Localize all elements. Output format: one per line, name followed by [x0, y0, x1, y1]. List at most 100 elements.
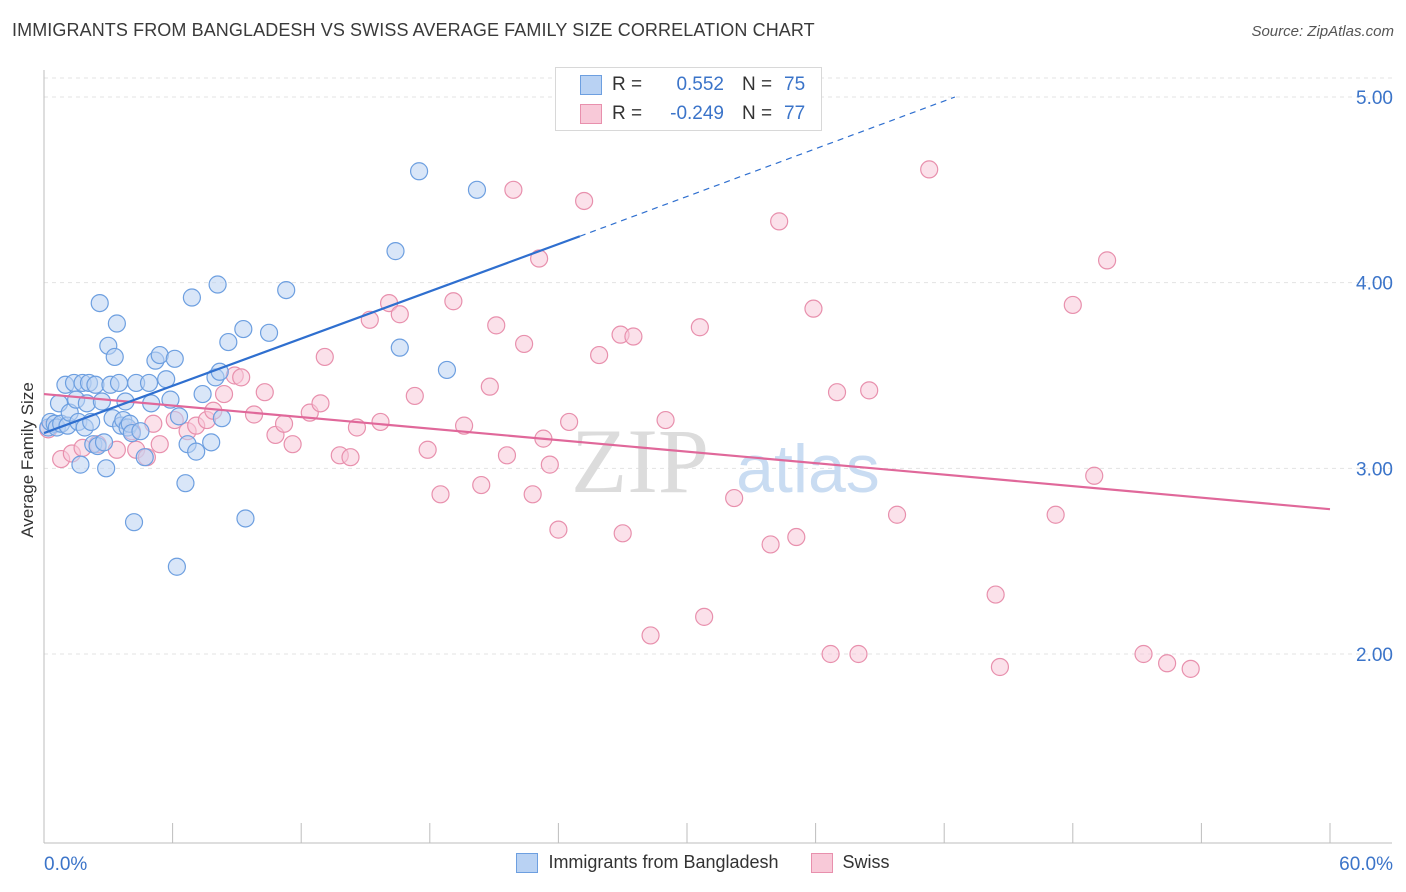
trend-line-bangladesh-extension: [579, 96, 956, 237]
point-bangladesh: [97, 459, 116, 478]
point-swiss: [690, 318, 709, 337]
point-swiss: [405, 386, 424, 406]
source-label: Source: ZipAtlas.com: [1251, 23, 1394, 40]
point-swiss: [315, 347, 334, 367]
point-swiss: [860, 381, 879, 400]
point-swiss: [549, 520, 568, 539]
point-bangladesh: [165, 349, 184, 368]
data-points: [39, 160, 1200, 678]
point-swiss: [530, 249, 549, 268]
grid-lines: [44, 77, 1392, 655]
point-swiss: [770, 212, 789, 231]
point-swiss: [1181, 659, 1200, 678]
point-swiss: [725, 488, 744, 508]
series-legend: Immigrants from Bangladesh Swiss: [0, 852, 1406, 873]
legend-label: Immigrants from Bangladesh: [548, 852, 779, 872]
n-value: 75: [784, 74, 806, 95]
point-bangladesh: [139, 373, 159, 393]
point-bangladesh: [105, 347, 124, 367]
watermark: ZIP atlas: [571, 410, 880, 512]
point-swiss: [274, 414, 294, 433]
point-swiss: [849, 644, 868, 664]
point-swiss: [624, 327, 643, 346]
point-swiss: [1046, 505, 1065, 524]
point-swiss: [255, 383, 274, 402]
point-swiss: [990, 657, 1010, 677]
point-bangladesh: [71, 455, 90, 474]
point-bangladesh: [234, 319, 253, 339]
point-swiss: [787, 527, 806, 547]
point-swiss: [695, 607, 714, 626]
point-swiss: [444, 292, 463, 311]
watermark-atlas: atlas: [736, 431, 880, 507]
point-bangladesh: [259, 323, 279, 342]
point-bangladesh: [176, 474, 195, 493]
point-swiss: [431, 485, 450, 504]
point-swiss: [986, 585, 1005, 604]
point-swiss: [497, 446, 517, 465]
point-swiss: [821, 644, 840, 664]
point-bangladesh: [437, 360, 457, 380]
point-swiss: [418, 440, 437, 459]
point-bangladesh: [94, 433, 114, 452]
point-swiss: [656, 410, 675, 430]
axes: [43, 70, 1392, 844]
point-swiss: [827, 383, 847, 402]
point-bangladesh: [219, 332, 238, 352]
legend-item-bangladesh[interactable]: Immigrants from Bangladesh: [516, 852, 779, 873]
y-tick-label: 4.00: [1356, 274, 1393, 295]
point-swiss: [480, 377, 499, 396]
legend-swatch-pink: [580, 104, 602, 124]
point-swiss: [1134, 644, 1153, 664]
legend-swatch-blue: [516, 852, 539, 873]
point-swiss: [472, 475, 491, 495]
point-swiss: [150, 435, 169, 454]
point-swiss: [232, 368, 251, 387]
point-swiss: [1085, 466, 1104, 485]
n-label: N =: [742, 103, 773, 124]
point-bangladesh: [131, 422, 150, 441]
legend-label: Swiss: [842, 852, 890, 872]
point-swiss: [487, 316, 506, 335]
legend-swatch-blue: [580, 75, 602, 95]
point-swiss: [454, 416, 474, 435]
point-bangladesh: [135, 448, 154, 467]
point-swiss: [887, 505, 907, 524]
point-swiss: [371, 412, 390, 432]
point-bangladesh: [124, 513, 144, 532]
tick-labels: 2.00 3.00 4.00 5.00 0.0% 60.0%: [44, 88, 1393, 875]
point-swiss: [590, 345, 609, 365]
point-swiss: [761, 535, 780, 554]
point-swiss: [575, 191, 594, 211]
point-bangladesh: [90, 293, 109, 313]
point-bangladesh: [182, 288, 201, 307]
point-bangladesh: [187, 442, 206, 461]
trend-line-bangladesh: [43, 235, 581, 435]
y-tick-label: 5.00: [1356, 88, 1393, 109]
chart-title: IMMIGRANTS FROM BANGLADESH VS SWISS AVER…: [12, 20, 815, 40]
point-bangladesh: [212, 409, 231, 428]
point-bangladesh: [409, 162, 429, 181]
r-label: R =: [612, 103, 643, 124]
point-swiss: [515, 334, 534, 354]
point-swiss: [390, 305, 409, 324]
point-bangladesh: [277, 280, 296, 300]
legend-item-swiss[interactable]: Swiss: [810, 852, 890, 873]
point-swiss: [311, 394, 330, 413]
point-bangladesh: [161, 390, 180, 409]
trend-lines: [43, 96, 1331, 511]
r-label: R =: [612, 74, 643, 95]
point-swiss: [523, 485, 542, 504]
point-swiss: [214, 384, 234, 404]
point-bangladesh: [390, 338, 409, 357]
stats-legend: R = 0.552 N = 75 R = -0.249 N = 77: [555, 67, 822, 131]
point-bangladesh: [92, 392, 111, 411]
legend-row-swiss: R = -0.249 N = 77: [556, 99, 805, 129]
point-bangladesh: [193, 384, 212, 404]
legend-row-bangladesh: R = 0.552 N = 75: [556, 70, 805, 100]
point-bangladesh: [169, 407, 189, 426]
point-swiss: [1063, 295, 1082, 315]
legend-swatch-pink: [810, 852, 833, 873]
point-bangladesh: [236, 509, 255, 528]
